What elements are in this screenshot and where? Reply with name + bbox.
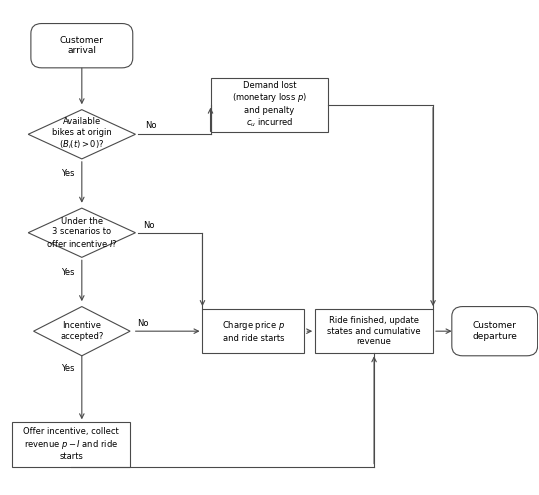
Text: Yes: Yes [61,268,75,277]
Polygon shape [28,208,135,257]
Polygon shape [28,110,135,159]
FancyBboxPatch shape [452,306,537,356]
Text: Yes: Yes [61,169,75,178]
Text: Available
bikes at origin
$(B_i(t) > 0)$?: Available bikes at origin $(B_i(t) > 0)$… [52,117,112,151]
Polygon shape [33,306,130,356]
FancyBboxPatch shape [31,24,133,68]
Bar [211,78,328,132]
Text: Under the
3 scenarios to
offer incentive $I$?: Under the 3 scenarios to offer incentive… [46,217,118,249]
Text: Demand lost
(monetary loss $p$)
and penalty
$c_u$ incurred: Demand lost (monetary loss $p$) and pena… [232,81,307,129]
Bar [12,422,130,467]
Text: Charge price $p$
and ride starts: Charge price $p$ and ride starts [222,319,285,343]
Bar [203,309,305,353]
Text: Customer
arrival: Customer arrival [60,36,104,55]
Text: Incentive
accepted?: Incentive accepted? [60,321,103,341]
Bar [315,309,433,353]
Text: Offer incentive, collect
revenue $p - I$ and ride
starts: Offer incentive, collect revenue $p - I$… [23,427,119,461]
Text: Customer
departure: Customer departure [472,321,517,341]
Text: Yes: Yes [61,363,75,373]
Text: No: No [145,121,157,130]
Text: Ride finished, update
states and cumulative
revenue: Ride finished, update states and cumulat… [327,316,421,346]
Text: No: No [143,221,155,230]
Text: No: No [137,319,149,328]
